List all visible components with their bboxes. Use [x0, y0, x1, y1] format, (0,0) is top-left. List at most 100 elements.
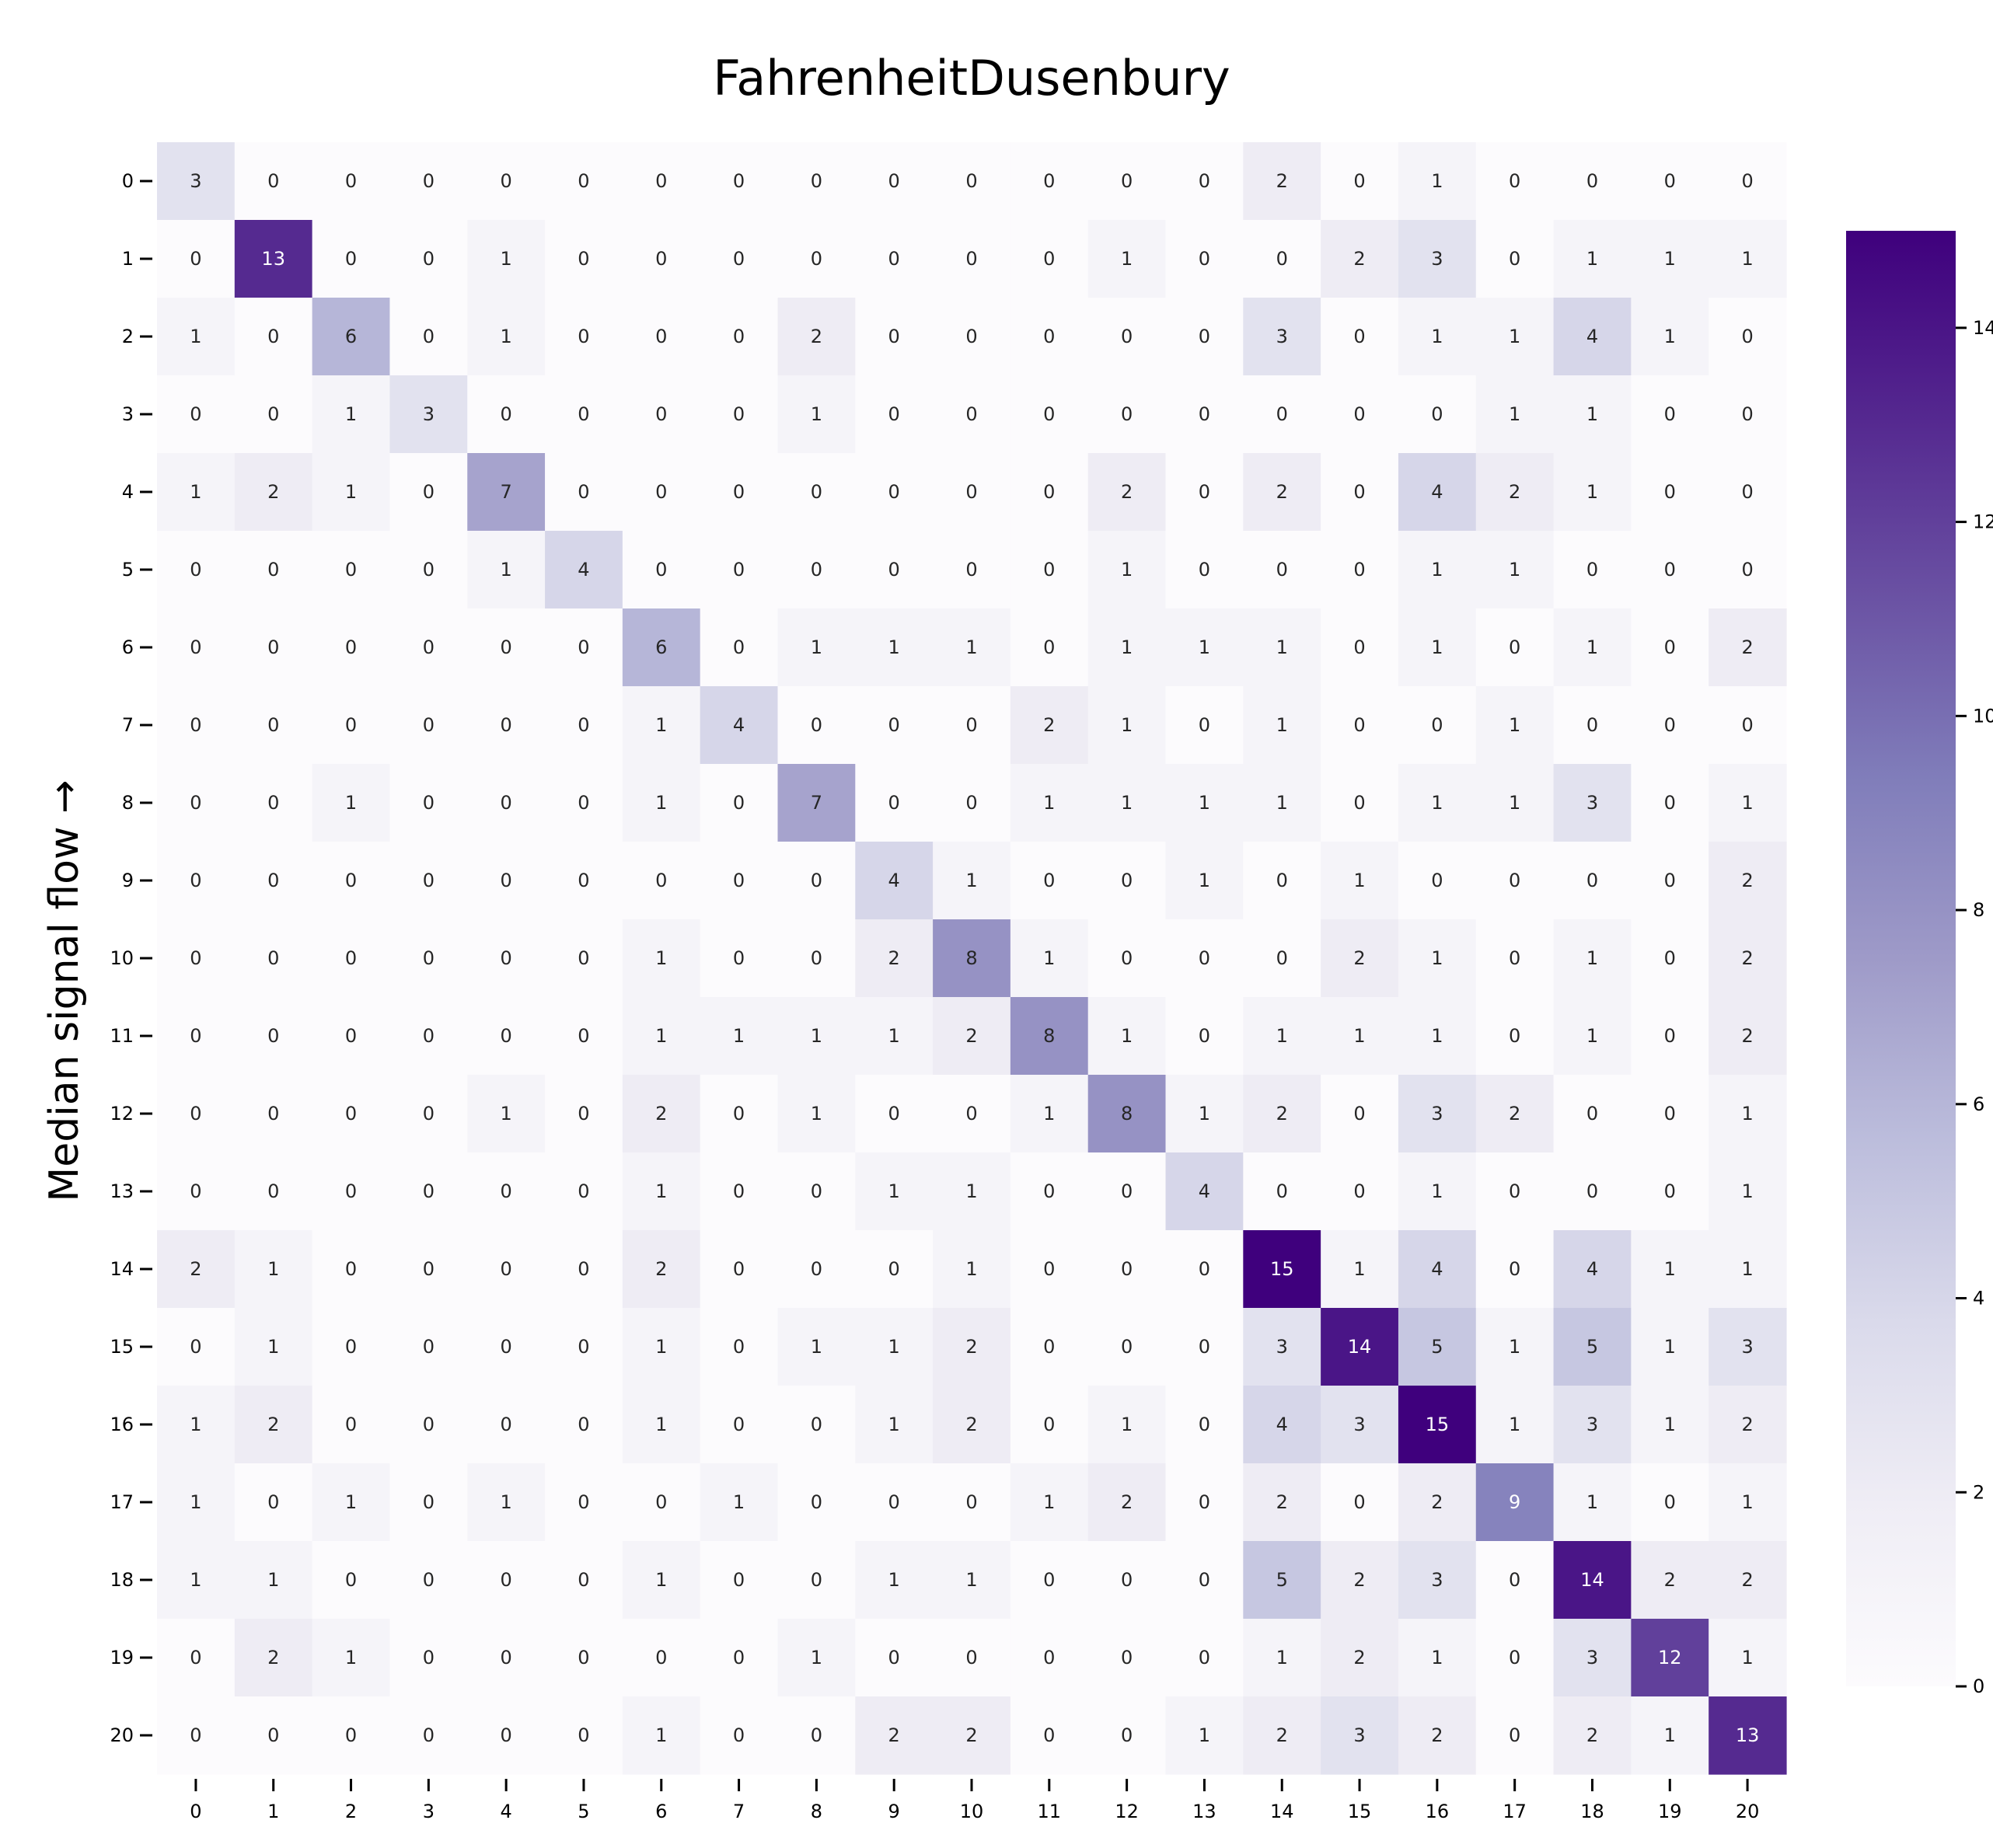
- cell-value-label: 0: [733, 947, 745, 969]
- cell-value-label: 0: [345, 1103, 357, 1124]
- heatmap-cell: [1709, 1230, 1787, 1309]
- heatmap-cell: [1398, 1152, 1477, 1231]
- cell-value-label: 0: [500, 792, 511, 814]
- heatmap-cell: [855, 919, 934, 998]
- heatmap-cell: [1165, 842, 1244, 920]
- heatmap-cell: [1243, 298, 1321, 376]
- cell-value-label: 0: [733, 326, 745, 347]
- cell-value-label: 4: [888, 870, 900, 891]
- cell-value-label: 0: [267, 1724, 279, 1746]
- heatmap-cell: [777, 764, 856, 842]
- heatmap-cell: [1475, 1075, 1555, 1153]
- cell-value-label: 14: [1348, 1336, 1372, 1358]
- cell-value-label: 1: [811, 1647, 822, 1668]
- heatmap-cell: [1321, 220, 1399, 298]
- heatmap-cell: [1553, 1230, 1632, 1309]
- heatmap-cell: [1321, 1619, 1399, 1697]
- cell-value-label: 0: [965, 559, 977, 581]
- cell-value-label: 1: [190, 1491, 201, 1513]
- heatmap-cell: [1709, 919, 1787, 998]
- heatmap-cell: [1398, 375, 1477, 454]
- cell-value-label: 1: [1431, 947, 1443, 969]
- heatmap-cell: [1243, 453, 1321, 532]
- cell-value-label: 0: [888, 170, 900, 192]
- heatmap-cell: [777, 842, 856, 920]
- cell-value-label: 0: [267, 947, 279, 969]
- cell-value-label: 0: [578, 1414, 589, 1435]
- cell-value-label: 1: [1431, 170, 1443, 192]
- cell-value-label: 0: [1431, 403, 1443, 425]
- heatmap-cell: [1010, 531, 1089, 609]
- heatmap-cell: [622, 220, 701, 298]
- cell-value-label: 0: [1121, 1336, 1133, 1358]
- heatmap-cell: [1709, 453, 1787, 532]
- heatmap-cell: [1321, 1463, 1399, 1542]
- cell-value-label: 1: [345, 1647, 357, 1668]
- cell-value-label: 0: [423, 1724, 435, 1746]
- heatmap-cell: [700, 1619, 779, 1697]
- heatmap-cell: [1010, 453, 1089, 532]
- cell-value-label: 1: [1431, 636, 1443, 658]
- cell-value-label: 1: [345, 1491, 357, 1513]
- cell-value-label: 5: [1431, 1336, 1443, 1358]
- heatmap-cell: [1243, 764, 1321, 842]
- cell-value-label: 0: [811, 1569, 822, 1591]
- y-tick-label: 3: [122, 403, 134, 425]
- heatmap-cell: [1631, 1308, 1709, 1386]
- heatmap-cell: [777, 1308, 856, 1386]
- heatmap-cell: [933, 686, 1011, 765]
- heatmap-cell: [1398, 919, 1477, 998]
- heatmap-cell: [1631, 764, 1709, 842]
- cell-value-label: 2: [965, 1025, 977, 1047]
- cell-value-label: 0: [1664, 870, 1676, 891]
- heatmap-cell: [1398, 142, 1477, 221]
- cell-value-label: 0: [267, 326, 279, 347]
- cell-value-label: 0: [500, 947, 511, 969]
- cell-value-label: 4: [1586, 326, 1598, 347]
- heatmap-cell: [1243, 1386, 1321, 1464]
- cell-value-label: 0: [500, 1258, 511, 1280]
- heatmap-cell: [1087, 453, 1167, 532]
- heatmap-cell: [855, 764, 934, 842]
- heatmap-cell: [1321, 531, 1399, 609]
- cell-value-label: 1: [655, 947, 667, 969]
- cell-value-label: 0: [811, 1180, 822, 1202]
- heatmap-cell: [1243, 1619, 1321, 1697]
- cell-value-label: 0: [965, 1103, 977, 1124]
- cell-value-label: 0: [1199, 559, 1210, 581]
- cell-value-label: 2: [655, 1258, 667, 1280]
- heatmap-cell: [933, 1230, 1011, 1309]
- cell-value-label: 2: [1353, 947, 1365, 969]
- heatmap-cell: [1553, 1308, 1632, 1386]
- cell-value-label: 1: [1509, 714, 1520, 736]
- heatmap-cell: [389, 919, 468, 998]
- cell-value-label: 0: [888, 1647, 900, 1668]
- cell-value-label: 0: [345, 636, 357, 658]
- cell-value-label: 0: [1664, 559, 1676, 581]
- cell-value-label: 0: [655, 403, 667, 425]
- heatmap-cell: [1010, 142, 1089, 221]
- heatmap-cell: [1165, 1230, 1244, 1309]
- heatmap-cell: [234, 453, 313, 532]
- cell-value-label: 0: [733, 559, 745, 581]
- cell-value-label: 0: [1664, 714, 1676, 736]
- cell-value-label: 0: [733, 1336, 745, 1358]
- cell-value-label: 1: [965, 1569, 977, 1591]
- cell-value-label: 0: [190, 1336, 201, 1358]
- heatmap-cell: [157, 919, 236, 998]
- heatmap-cell: [157, 608, 236, 687]
- cell-value-label: 0: [888, 792, 900, 814]
- heatmap-cell: [1553, 764, 1632, 842]
- cell-value-label: 0: [190, 870, 201, 891]
- cell-value-label: 0: [1353, 636, 1365, 658]
- y-tick-label: 19: [110, 1647, 134, 1668]
- heatmap-cell: [1321, 142, 1399, 221]
- cell-value-label: 0: [578, 1569, 589, 1591]
- heatmap-cell: [157, 1541, 236, 1620]
- heatmap-cell: [1321, 1075, 1399, 1153]
- heatmap-cell: [545, 1308, 623, 1386]
- heatmap-cell: [234, 375, 313, 454]
- cell-value-label: 0: [1586, 1180, 1598, 1202]
- cell-value-label: 1: [267, 1258, 279, 1280]
- cell-value-label: 1: [1043, 947, 1055, 969]
